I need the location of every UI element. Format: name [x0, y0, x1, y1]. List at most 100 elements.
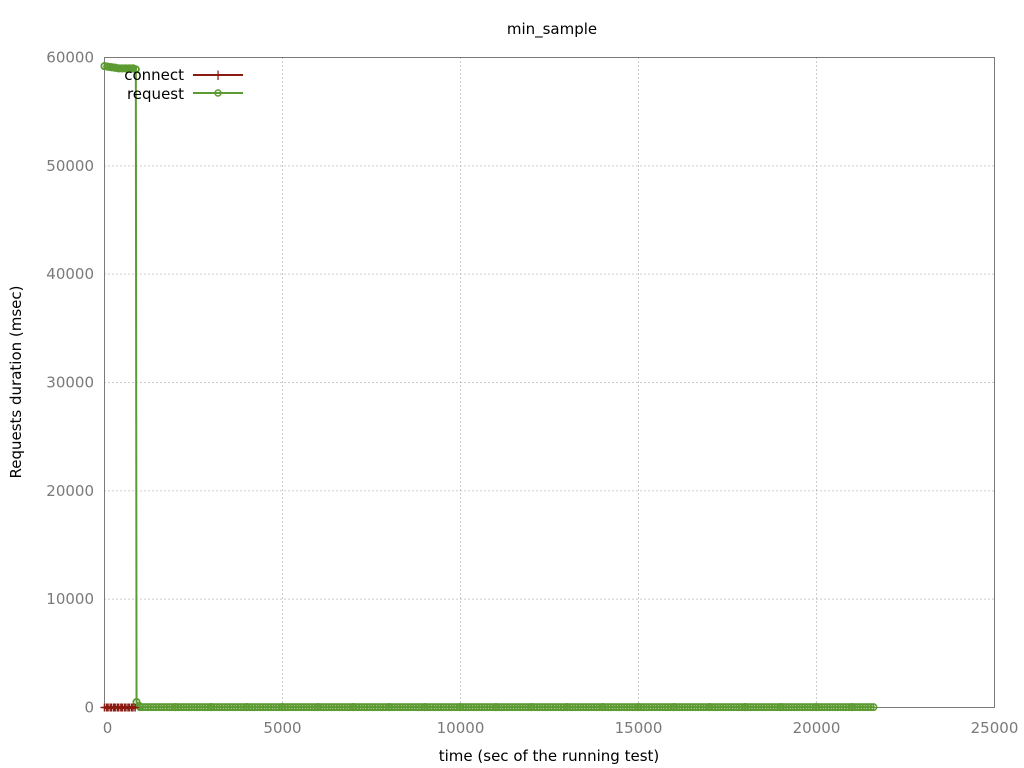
x-tick-label: 5000 [263, 719, 301, 737]
request-point [508, 703, 517, 712]
request-point [853, 703, 862, 712]
legend-marker-connect: + [212, 66, 225, 84]
request-point [248, 703, 257, 712]
y-tick-label: 0 [84, 699, 94, 717]
legend: connect + request [124, 66, 243, 103]
request-point [349, 703, 358, 712]
request-point [141, 703, 150, 712]
request-point [767, 703, 776, 712]
request-point [675, 703, 684, 712]
request-point [678, 703, 687, 712]
request-point [573, 703, 582, 712]
request-point [647, 703, 656, 712]
request-point [661, 703, 670, 712]
request-point [144, 703, 153, 712]
request-point [207, 703, 216, 712]
request-point [776, 703, 785, 712]
request-point [231, 703, 240, 712]
request-point [563, 703, 572, 712]
request-point [839, 703, 848, 712]
request-point [686, 703, 695, 712]
request-point [658, 703, 667, 712]
request-point [483, 703, 492, 712]
request-point [475, 703, 484, 712]
y-tick-label: 10000 [46, 590, 94, 608]
request-point [751, 703, 760, 712]
request-point [193, 703, 202, 712]
request-point [157, 703, 166, 712]
request-point [820, 703, 829, 712]
request-point [363, 703, 372, 712]
request-point [360, 703, 369, 712]
request-point [131, 65, 140, 74]
request-point [447, 703, 456, 712]
series-connect [100, 703, 140, 712]
request-point [815, 703, 824, 712]
series [100, 62, 878, 712]
request-point [439, 703, 448, 712]
request-point [171, 703, 180, 712]
request-point [798, 703, 807, 712]
request-point [732, 703, 741, 712]
request-point [705, 703, 714, 712]
request-point [431, 703, 440, 712]
request-point [338, 703, 347, 712]
request-point [319, 703, 328, 712]
request-point [456, 703, 465, 712]
request-point [420, 703, 429, 712]
request-point [711, 703, 720, 712]
request-point [622, 703, 631, 712]
request-point [355, 703, 364, 712]
x-tick-label: 0 [103, 719, 113, 737]
legend-marker-request [214, 89, 222, 97]
request-point [792, 703, 801, 712]
request-point [606, 703, 615, 712]
request-point [289, 703, 298, 712]
request-point [225, 703, 234, 712]
request-point [505, 703, 514, 712]
request-point [604, 703, 613, 712]
request-point [516, 703, 525, 712]
request-point [713, 703, 722, 712]
request-point [549, 703, 558, 712]
request-point [691, 703, 700, 712]
request-point [746, 703, 755, 712]
request-point [546, 703, 555, 712]
y-tick-label: 30000 [46, 374, 94, 392]
request-point [642, 703, 651, 712]
request-point [825, 703, 834, 712]
request-point [291, 703, 300, 712]
request-point [160, 703, 169, 712]
legend-label-connect: connect [124, 66, 184, 84]
request-point [589, 703, 598, 712]
request-point [817, 703, 826, 712]
request-point [179, 703, 188, 712]
request-point [833, 703, 842, 712]
request-point [754, 703, 763, 712]
request-point [444, 703, 453, 712]
request-point [387, 703, 396, 712]
request-point [340, 703, 349, 712]
request-point [220, 703, 229, 712]
request-point [637, 703, 646, 712]
y-tick-label: 60000 [46, 49, 94, 67]
request-point [729, 703, 738, 712]
request-point [864, 703, 873, 712]
request-point [302, 703, 311, 712]
request-point [390, 703, 399, 712]
x-tick-label: 10000 [437, 719, 485, 737]
request-point [316, 703, 325, 712]
request-point [132, 698, 141, 707]
request-point [195, 703, 204, 712]
request-point [716, 703, 725, 712]
request-point [856, 703, 865, 712]
request-point [858, 703, 867, 712]
request-point [782, 703, 791, 712]
request-point [543, 703, 552, 712]
request-point [185, 703, 194, 712]
request-point [209, 703, 218, 712]
grid [104, 57, 995, 708]
request-point [861, 703, 870, 712]
request-point [581, 703, 590, 712]
